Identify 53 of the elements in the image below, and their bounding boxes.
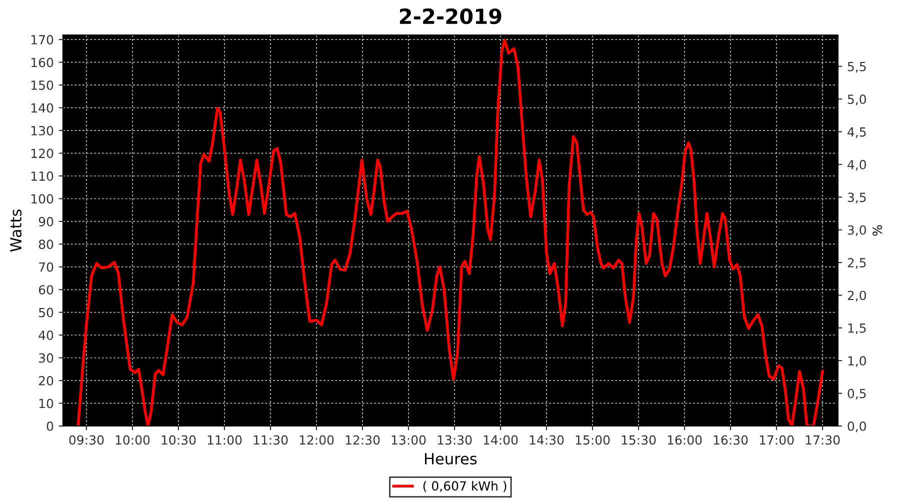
x-tick-label: 11:30 <box>254 435 288 445</box>
x-tick-label: 13:30 <box>438 435 472 445</box>
y2-tick-label: 1,0 <box>848 356 866 367</box>
y2-tick-label: 1,5 <box>848 324 866 334</box>
x-tick-label: 12:30 <box>346 435 380 445</box>
line-series <box>76 38 824 426</box>
y-tick-label: 90 <box>38 216 54 226</box>
legend-label: ( 0,607 kWh ) <box>423 480 506 492</box>
y-tick-label: 50 <box>39 308 54 318</box>
y-tick-label: 150 <box>31 80 54 90</box>
y-tick-label: 10 <box>39 398 54 408</box>
y2-tick-label: 3,0 <box>848 225 866 236</box>
y-tick-label: 160 <box>31 58 54 68</box>
y2-tick-label: 5,0 <box>848 94 866 106</box>
x-tick-label: 11:00 <box>208 435 242 445</box>
y-tick-label: 120 <box>31 148 54 158</box>
y-tick-label: 130 <box>31 126 54 136</box>
x-tick-label: 10:00 <box>116 435 150 445</box>
x-tick-label: 10:30 <box>162 435 196 445</box>
y2-tick-label: 2,5 <box>848 258 866 269</box>
x-tick-label: 16:00 <box>668 435 702 445</box>
x-tick-label: 15:30 <box>622 435 656 445</box>
x-tick-label: 09:30 <box>69 435 104 445</box>
x-tick-label: 15:00 <box>576 435 610 445</box>
x-tick-label: 14:00 <box>484 435 518 445</box>
y-tick-label: 100 <box>31 194 54 204</box>
chart-title: 2-2-2019 <box>400 8 502 24</box>
y2-tick-label: 0,5 <box>848 388 866 400</box>
x-tick-label: 13:00 <box>392 435 426 445</box>
y-tick-label: 170 <box>31 35 54 44</box>
y2-tick-label: 5,5 <box>848 62 866 73</box>
y-tick-label: 30 <box>39 353 54 363</box>
x-tick-label: 14:30 <box>530 435 564 445</box>
y2-tick-label: 4,5 <box>848 127 866 138</box>
y2-tick-label: 2,0 <box>848 290 866 302</box>
y2-axis-title: % <box>872 225 882 236</box>
y2-tick-label: 3,5 <box>848 192 866 204</box>
x-tick-label: 12:00 <box>300 435 334 445</box>
y-tick-label: 110 <box>31 171 54 181</box>
x-tick-label: 17:00 <box>760 435 794 445</box>
y-tick-label: 40 <box>38 330 54 340</box>
y2-tick-label: 0,0 <box>848 421 866 432</box>
y-tick-label: 60 <box>38 285 54 295</box>
y-axis-title: Watts <box>10 210 22 252</box>
x-tick-label: 16:30 <box>714 435 748 445</box>
x-axis-title: Heures <box>425 453 477 465</box>
y-tick-label: 20 <box>38 376 54 386</box>
y-tick-label: 0 <box>46 421 54 431</box>
x-tick-label: 17:30 <box>806 435 840 445</box>
y-tick-label: 80 <box>38 240 54 250</box>
y2-tick-label: 4,0 <box>848 160 866 171</box>
y-tick-label: 140 <box>31 103 54 113</box>
y-tick-label: 70 <box>39 262 54 272</box>
